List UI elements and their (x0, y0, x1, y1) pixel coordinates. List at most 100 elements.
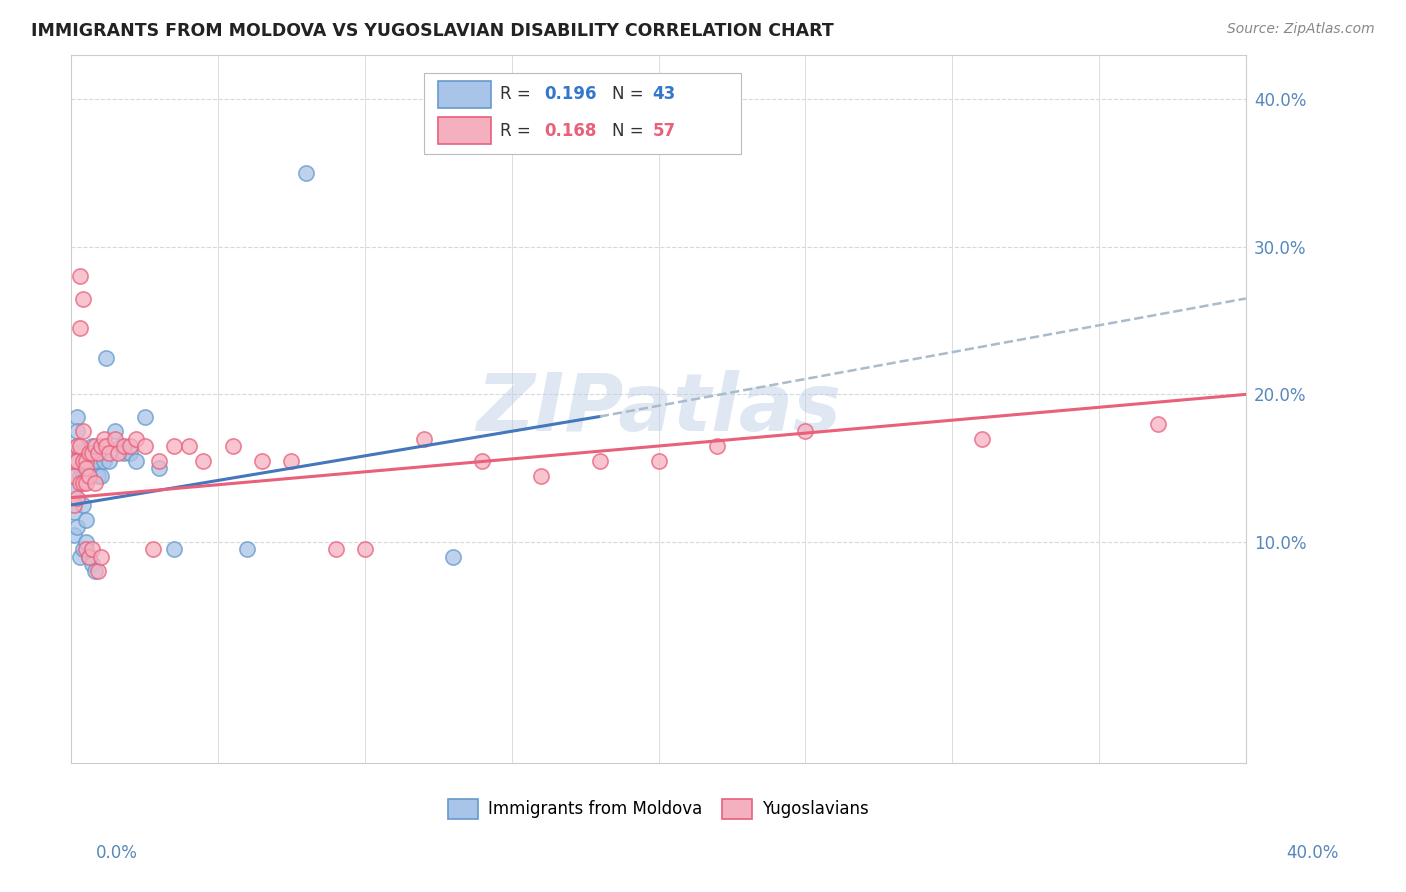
Text: N =: N = (612, 122, 648, 140)
Point (63, 527, 86, 541)
Point (325, 542, 347, 557)
Point (72, 292, 94, 306)
Point (69, 269, 91, 284)
Point (83, 454, 105, 468)
Point (66, 491, 89, 505)
Point (77, 549, 100, 564)
Point (80, 439, 103, 453)
Point (63, 483, 86, 498)
Point (280, 454, 302, 468)
Point (63, 505, 86, 519)
Point (69, 549, 91, 564)
Point (69, 439, 91, 453)
Text: 40.0%: 40.0% (1286, 844, 1339, 862)
Point (72, 498, 94, 512)
Point (75, 454, 97, 468)
Point (77, 468, 100, 483)
FancyBboxPatch shape (437, 117, 491, 144)
Point (794, 424, 817, 438)
Point (112, 446, 135, 460)
Point (69, 461, 91, 475)
Point (75, 468, 97, 483)
Point (72, 475, 94, 490)
Point (77, 468, 100, 483)
Point (63, 498, 86, 512)
Point (80, 542, 103, 557)
Point (90, 549, 112, 564)
Point (72, 424, 94, 438)
Point (134, 409, 156, 424)
Point (589, 454, 612, 468)
Point (706, 439, 728, 453)
Point (63, 468, 86, 483)
FancyBboxPatch shape (437, 81, 491, 108)
Point (177, 439, 200, 453)
Point (86, 446, 108, 460)
Point (96, 351, 118, 365)
Text: 57: 57 (652, 122, 676, 140)
Point (83, 439, 105, 453)
Point (80, 446, 103, 460)
Point (104, 432, 127, 446)
Point (107, 446, 129, 460)
Point (471, 454, 494, 468)
Point (193, 454, 215, 468)
Point (110, 439, 132, 453)
Point (90, 439, 112, 453)
Point (75, 513, 97, 527)
Point (72, 542, 94, 557)
Point (647, 454, 669, 468)
Point (77, 549, 100, 564)
Text: IMMIGRANTS FROM MOLDOVA VS YUGOSLAVIAN DISABILITY CORRELATION CHART: IMMIGRANTS FROM MOLDOVA VS YUGOSLAVIAN D… (31, 22, 834, 40)
Text: 0.0%: 0.0% (96, 844, 138, 862)
Point (93, 432, 115, 446)
Point (63, 454, 86, 468)
Point (69, 446, 91, 460)
Point (86, 565, 108, 579)
Text: 0.168: 0.168 (544, 122, 598, 140)
Point (148, 461, 170, 475)
Point (75, 461, 97, 475)
Point (80, 557, 103, 571)
Point (163, 542, 186, 557)
Point (125, 432, 148, 446)
Point (69, 475, 91, 490)
Point (66, 409, 89, 424)
Point (354, 542, 377, 557)
Text: R =: R = (501, 85, 536, 103)
Point (412, 432, 434, 446)
Point (112, 439, 135, 453)
Point (83, 475, 105, 490)
Legend: Immigrants from Moldova, Yugoslavians: Immigrants from Moldova, Yugoslavians (441, 792, 876, 826)
Point (142, 542, 165, 557)
Point (77, 446, 100, 460)
Point (83, 565, 105, 579)
Point (970, 432, 993, 446)
Point (75, 534, 97, 549)
Point (72, 454, 94, 468)
Point (80, 454, 103, 468)
Point (72, 454, 94, 468)
Point (250, 454, 273, 468)
Point (75, 475, 97, 490)
Point (148, 454, 170, 468)
Point (1146, 417, 1168, 431)
Text: N =: N = (612, 85, 648, 103)
Point (75, 454, 97, 468)
Point (163, 439, 186, 453)
Point (104, 424, 127, 438)
Point (69, 321, 91, 335)
Y-axis label: Disability: Disability (0, 374, 7, 444)
Point (222, 439, 245, 453)
Point (98, 446, 121, 460)
Text: ZIPatlas: ZIPatlas (477, 370, 841, 448)
Point (236, 542, 259, 557)
Point (118, 446, 141, 460)
Point (86, 468, 108, 483)
Point (66, 424, 89, 438)
Point (72, 468, 94, 483)
FancyBboxPatch shape (423, 73, 741, 154)
Point (98, 454, 121, 468)
Point (66, 439, 89, 453)
Point (295, 166, 318, 180)
